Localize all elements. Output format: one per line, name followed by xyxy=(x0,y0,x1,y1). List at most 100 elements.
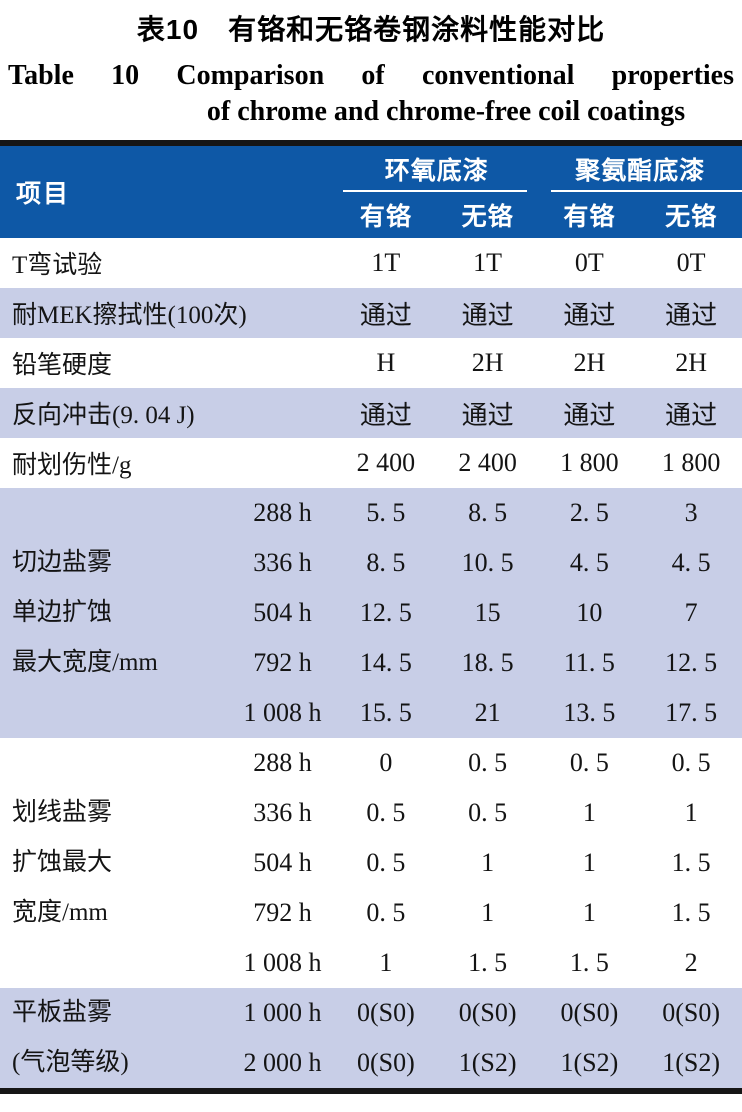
data-cell: 1 xyxy=(539,798,641,828)
data-cell: 0(S0) xyxy=(640,998,742,1028)
data-cell: 10. 5 xyxy=(437,548,539,578)
data-cell: 1 xyxy=(437,848,539,878)
data-cell: 17. 5 xyxy=(640,698,742,728)
data-cell: 1 xyxy=(335,948,437,978)
header-group-polyurethane-primer: 聚氨酯底漆 xyxy=(539,146,742,192)
data-cell: 2H xyxy=(539,348,641,378)
header-group-polyurethane-primer-label: 聚氨酯底漆 xyxy=(575,151,705,187)
data-cell: 2 xyxy=(640,948,742,978)
time-cell: 792 h xyxy=(230,648,335,678)
time-cell: 504 h xyxy=(230,598,335,628)
data-cell: 2. 5 xyxy=(539,498,641,528)
data-cell: 1 800 xyxy=(539,448,641,478)
data-cell: 0(S0) xyxy=(335,1048,437,1078)
data-cell: 0(S0) xyxy=(335,998,437,1028)
time-cell: 1 000 h xyxy=(230,998,335,1028)
time-cell: 336 h xyxy=(230,798,335,828)
data-cell: 2 400 xyxy=(335,448,437,478)
data-cell: 0. 5 xyxy=(437,748,539,778)
data-cell: 通过 xyxy=(335,295,437,332)
data-cell: 21 xyxy=(437,698,539,728)
header-group-row: 环氧底漆 聚氨酯底漆 xyxy=(335,146,742,192)
header-sub-row: 有铬无铬有铬无铬 xyxy=(335,192,742,238)
data-cell: 5. 5 xyxy=(335,498,437,528)
header-group-epoxy-primer: 环氧底漆 xyxy=(335,146,539,192)
data-cell: 2 400 xyxy=(437,448,539,478)
data-cell: 3 xyxy=(640,498,742,528)
data-cell: 1. 5 xyxy=(640,848,742,878)
section-label-line: 宽度/mm xyxy=(12,888,230,938)
row-label: 反向冲击(9. 04 J) xyxy=(0,395,335,431)
table-title-en-line2: of chrome and chrome-free coil coatings xyxy=(0,96,742,128)
data-cell: 通过 xyxy=(640,395,742,432)
header-group-epoxy-primer-label: 环氧底漆 xyxy=(385,151,489,187)
header-sub-pu-chrome-free: 无铬 xyxy=(640,192,742,238)
data-cell: 2H xyxy=(437,348,539,378)
time-cell: 504 h xyxy=(230,848,335,878)
time-cell: 1 008 h xyxy=(230,698,335,728)
table-row: 耐MEK擦拭性(100次)通过通过通过通过 xyxy=(0,288,742,338)
data-cell: 4. 5 xyxy=(539,548,641,578)
table-header: 项目 环氧底漆 聚氨酯底漆 有铬无铬有铬无铬 xyxy=(0,146,742,238)
row-label: 铅笔硬度 xyxy=(0,345,335,381)
data-cell: 1. 5 xyxy=(640,898,742,928)
section-label-line: 最大宽度/mm xyxy=(12,638,230,688)
data-cell: 7 xyxy=(640,598,742,628)
time-cell: 288 h xyxy=(230,748,335,778)
row-label: T弯试验 xyxy=(0,245,335,281)
time-cell: 792 h xyxy=(230,898,335,928)
page: 表10 有铬和无铬卷钢涂料性能对比 Table 10 Comparison of… xyxy=(0,8,742,1094)
data-cell: 8. 5 xyxy=(437,498,539,528)
section-label: 划线盐雾扩蚀最大宽度/mm xyxy=(0,738,230,988)
data-cell: 1 xyxy=(539,898,641,928)
data-cell: 1. 5 xyxy=(539,948,641,978)
data-cell: 11. 5 xyxy=(539,648,641,678)
data-cell: 15 xyxy=(437,598,539,628)
header-sub-epoxy-with-chrome: 有铬 xyxy=(335,192,437,238)
data-cell: 0. 5 xyxy=(437,798,539,828)
data-cell: 1 xyxy=(437,898,539,928)
data-cell: 14. 5 xyxy=(335,648,437,678)
section-label: 切边盐雾单边扩蚀最大宽度/mm xyxy=(0,488,230,738)
data-cell: 1T xyxy=(437,248,539,278)
data-cell: 0(S0) xyxy=(437,998,539,1028)
header-sub-pu-with-chrome: 有铬 xyxy=(539,192,641,238)
data-cell: 通过 xyxy=(640,295,742,332)
data-cell: 10 xyxy=(539,598,641,628)
data-cell: 1 800 xyxy=(640,448,742,478)
data-cell: 0T xyxy=(640,248,742,278)
data-cell: 0. 5 xyxy=(539,748,641,778)
data-cell: H xyxy=(335,348,437,378)
header-item-label: 项目 xyxy=(0,146,335,238)
row-label: 耐MEK擦拭性(100次) xyxy=(0,295,335,331)
section-label-line: (气泡等级) xyxy=(12,1038,230,1088)
data-cell: 通过 xyxy=(539,295,641,332)
section-label-line: 扩蚀最大 xyxy=(12,838,230,888)
data-cell: 0T xyxy=(539,248,641,278)
data-cell: 1(S2) xyxy=(437,1048,539,1078)
section-label-line: 平板盐雾 xyxy=(12,988,230,1038)
data-cell: 15. 5 xyxy=(335,698,437,728)
data-cell: 通过 xyxy=(437,295,539,332)
data-cell: 0 xyxy=(335,748,437,778)
table-title-en-line1: Table 10 Comparison of conventional prop… xyxy=(0,60,742,92)
section-label: 平板盐雾(气泡等级) xyxy=(0,988,230,1088)
section-label-line: 划线盐雾 xyxy=(12,788,230,838)
data-cell: 0. 5 xyxy=(335,798,437,828)
data-cell: 通过 xyxy=(437,395,539,432)
data-cell: 18. 5 xyxy=(437,648,539,678)
data-cell: 1(S2) xyxy=(640,1048,742,1078)
header-right-block: 环氧底漆 聚氨酯底漆 有铬无铬有铬无铬 xyxy=(335,146,742,238)
table-title-zh: 表10 有铬和无铬卷钢涂料性能对比 xyxy=(0,8,742,48)
time-cell: 288 h xyxy=(230,498,335,528)
data-cell: 4. 5 xyxy=(640,548,742,578)
data-cell: 0(S0) xyxy=(539,998,641,1028)
